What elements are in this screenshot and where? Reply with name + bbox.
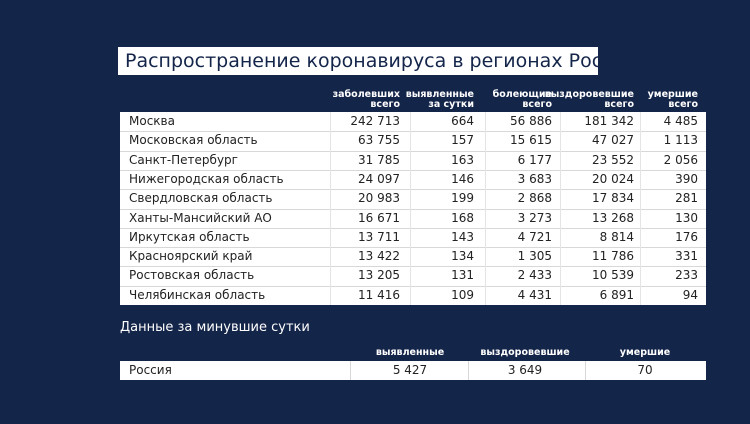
table: Москва 242 713 664 56 886 181 342 4 485 Москов… — [120, 112, 706, 305]
daily-row: Россия 5 427 3 649 70 — [120, 361, 706, 380]
column-header: за сутки — [428, 99, 474, 110]
column-header: всего — [522, 99, 552, 110]
cell-value: 17 834 — [592, 191, 634, 206]
row-label: Свердловская область — [129, 191, 273, 206]
cell-value: 23 552 — [592, 152, 634, 167]
column-header: всего — [668, 99, 698, 110]
cell-value: 24 097 — [358, 171, 400, 186]
cell-value: 6 177 — [517, 152, 552, 167]
column-separator — [585, 361, 586, 380]
daily-label: Россия — [129, 363, 172, 377]
cell-value: 168 — [451, 210, 474, 225]
row-separator — [120, 150, 706, 152]
cell-value: 6 891 — [599, 287, 634, 302]
cell-value: 63 755 — [358, 133, 400, 148]
cell-value: 2 433 — [517, 268, 552, 283]
cell-value: 181 342 — [584, 114, 634, 128]
cell-value: 331 — [675, 249, 698, 264]
cell-value: 56 886 — [510, 114, 552, 128]
cell-value: 143 — [451, 229, 474, 244]
cell-value: 157 — [451, 133, 474, 148]
column-separator — [560, 112, 561, 305]
cell-value: 176 — [675, 229, 698, 244]
cell-value: 1 113 — [663, 133, 698, 148]
cell-value: 8 814 — [599, 229, 634, 244]
row-label: Санкт-Петербург — [129, 152, 238, 167]
cell-value: 281 — [675, 191, 698, 206]
column-separator — [485, 112, 486, 305]
cell-value: 130 — [675, 210, 698, 225]
cell-value: 134 — [451, 249, 474, 264]
row-separator — [120, 189, 706, 191]
cell-value: 13 268 — [592, 210, 634, 225]
cell-value: 233 — [675, 268, 698, 283]
cell-value: 47 027 — [592, 133, 634, 148]
column-header: болеющие — [492, 89, 552, 100]
cell-value: 20 024 — [592, 171, 634, 186]
cell-value: 664 — [451, 114, 474, 128]
daily-header: выявленные — [375, 347, 445, 358]
column-separator — [468, 361, 469, 380]
cell-value: 242 713 — [350, 114, 400, 128]
cell-value: 109 — [451, 287, 474, 302]
daily-value: 3 649 — [507, 363, 543, 377]
cell-value: 2 056 — [663, 152, 698, 167]
cell-value: 13 205 — [358, 268, 400, 283]
cell-value: 13 422 — [358, 249, 400, 264]
cell-value: 199 — [451, 191, 474, 206]
column-separator — [410, 112, 411, 305]
row-label: Ханты-Мансийский АО — [129, 210, 272, 225]
cell-value: 2 868 — [517, 191, 552, 206]
column-header: всего — [370, 99, 400, 110]
row-label: Иркутская область — [129, 229, 250, 244]
cell-value: 4 721 — [517, 229, 552, 244]
row-label: Московская область — [129, 133, 258, 148]
title: Распространение коронавируса в регионах … — [118, 47, 637, 75]
row-label: Красноярский край — [129, 249, 253, 264]
daily-value: 5 427 — [392, 363, 428, 377]
daily-header: умершие — [619, 347, 671, 358]
row-separator — [120, 208, 706, 210]
cell-value: 163 — [451, 152, 474, 167]
column-header: выявленные — [405, 89, 474, 100]
row-separator — [120, 247, 706, 249]
cell-value: 4 431 — [517, 287, 552, 302]
cell-value: 4 485 — [663, 114, 698, 128]
daily-value: 70 — [637, 363, 653, 377]
cell-value: 20 983 — [358, 191, 400, 206]
cell-value: 10 539 — [592, 268, 634, 283]
cell-value: 131 — [451, 268, 474, 283]
cell-value: 13 711 — [358, 229, 400, 244]
column-header: всего — [604, 99, 634, 110]
column-separator — [330, 112, 331, 305]
cell-value: 16 671 — [358, 210, 400, 225]
cell-value: 3 683 — [517, 171, 552, 186]
row-label: Нижегородская область — [129, 171, 284, 186]
row-separator — [120, 131, 706, 133]
cell-value: 1 305 — [517, 249, 552, 264]
row-separator — [120, 285, 706, 287]
row-separator — [120, 169, 706, 171]
column-header: заболевших — [332, 89, 400, 100]
cell-value: 3 273 — [517, 210, 552, 225]
row-label: Челябинская область — [129, 287, 266, 302]
cell-value: 390 — [675, 171, 698, 186]
column-header: умершие — [647, 89, 698, 100]
column-separator — [350, 361, 351, 380]
daily-title: Данные за минувшие сутки — [120, 320, 310, 335]
column-header: выздоровевшие — [544, 89, 634, 100]
row-label: Ростовская область — [129, 268, 255, 283]
cell-value: 11 786 — [592, 249, 634, 264]
cell-value: 11 416 — [358, 287, 400, 302]
cell-value: 31 785 — [358, 152, 400, 167]
cell-value: 146 — [451, 171, 474, 186]
cell-value: 94 — [682, 287, 698, 302]
row-separator — [120, 227, 706, 229]
row-label: Москва — [129, 114, 175, 128]
cell-value: 15 615 — [510, 133, 552, 148]
column-separator — [640, 112, 641, 305]
daily-header: выздоровевшие — [480, 347, 570, 358]
row-separator — [120, 266, 706, 268]
